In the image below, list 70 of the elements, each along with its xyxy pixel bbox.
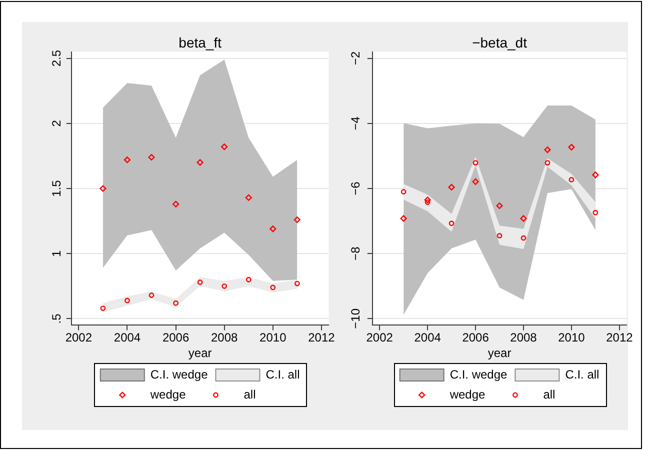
point bbox=[400, 189, 406, 194]
point bbox=[172, 200, 180, 208]
point bbox=[124, 156, 131, 164]
y-tick-label: −10 bbox=[348, 308, 363, 329]
point bbox=[173, 300, 178, 306]
point bbox=[124, 298, 130, 304]
legend-label: wedge bbox=[149, 387, 186, 402]
legend-label: C.I. wedge bbox=[150, 367, 208, 382]
legend-label: all bbox=[543, 387, 556, 402]
point bbox=[424, 199, 430, 205]
point bbox=[197, 280, 203, 285]
point bbox=[448, 220, 454, 226]
y-tick-label: −6 bbox=[348, 181, 363, 196]
x-tick-label: 2006 bbox=[462, 330, 490, 345]
x-tick-label: 2010 bbox=[558, 330, 586, 345]
point bbox=[222, 283, 228, 289]
x-tick-label: 2010 bbox=[260, 330, 287, 345]
point bbox=[520, 215, 527, 222]
point bbox=[245, 194, 252, 201]
point bbox=[270, 226, 276, 232]
legend-label: C.I. all bbox=[565, 367, 600, 382]
point bbox=[568, 144, 575, 150]
x-tick-label: 2004 bbox=[114, 330, 141, 345]
point bbox=[148, 154, 155, 161]
x-tick-label: 2004 bbox=[414, 330, 442, 345]
x-tick-label: 2002 bbox=[65, 330, 92, 345]
point bbox=[496, 232, 502, 238]
legend-label: wedge bbox=[448, 387, 486, 402]
point bbox=[196, 159, 204, 166]
y-tick-label: −4 bbox=[348, 116, 363, 130]
y-tick-label: 2.5 bbox=[49, 50, 64, 67]
y-tick-label: 2 bbox=[49, 120, 64, 127]
chart-title: beta_ft bbox=[178, 34, 222, 50]
x-tick-label: 2012 bbox=[308, 330, 336, 345]
x-axis-title: year bbox=[488, 346, 512, 360]
y-tick-label: −2 bbox=[348, 51, 363, 66]
point bbox=[472, 178, 479, 185]
point bbox=[448, 184, 455, 190]
y-tick-label: 1.5 bbox=[49, 180, 64, 197]
x-tick-label: 2008 bbox=[210, 330, 238, 345]
point bbox=[592, 210, 598, 216]
point bbox=[424, 196, 431, 204]
chart-title: −beta_dt bbox=[472, 34, 528, 50]
x-tick-label: 2006 bbox=[162, 330, 190, 345]
point bbox=[100, 185, 106, 192]
point bbox=[294, 280, 300, 286]
point bbox=[270, 284, 276, 290]
point bbox=[148, 292, 154, 298]
y-tick-label: 1 bbox=[49, 250, 64, 257]
y-tick-label: .5 bbox=[49, 313, 64, 324]
point bbox=[294, 216, 300, 224]
point bbox=[400, 215, 407, 222]
legend-label: C.I. all bbox=[266, 367, 300, 382]
point bbox=[100, 306, 106, 311]
point bbox=[221, 144, 228, 150]
x-axis-title: year bbox=[188, 346, 212, 360]
point bbox=[520, 235, 526, 241]
y-tick-label: −8 bbox=[348, 246, 363, 260]
point bbox=[544, 146, 551, 154]
point bbox=[472, 160, 478, 166]
legend-label: C.I. wedge bbox=[450, 367, 508, 382]
x-tick-label: 2008 bbox=[510, 330, 538, 345]
point bbox=[496, 202, 503, 210]
legend-label: all bbox=[244, 387, 256, 402]
point bbox=[246, 276, 252, 282]
x-tick-label: 2012 bbox=[606, 330, 634, 345]
x-tick-label: 2002 bbox=[366, 330, 394, 345]
point bbox=[568, 177, 574, 182]
point bbox=[592, 172, 599, 178]
point bbox=[544, 160, 550, 166]
